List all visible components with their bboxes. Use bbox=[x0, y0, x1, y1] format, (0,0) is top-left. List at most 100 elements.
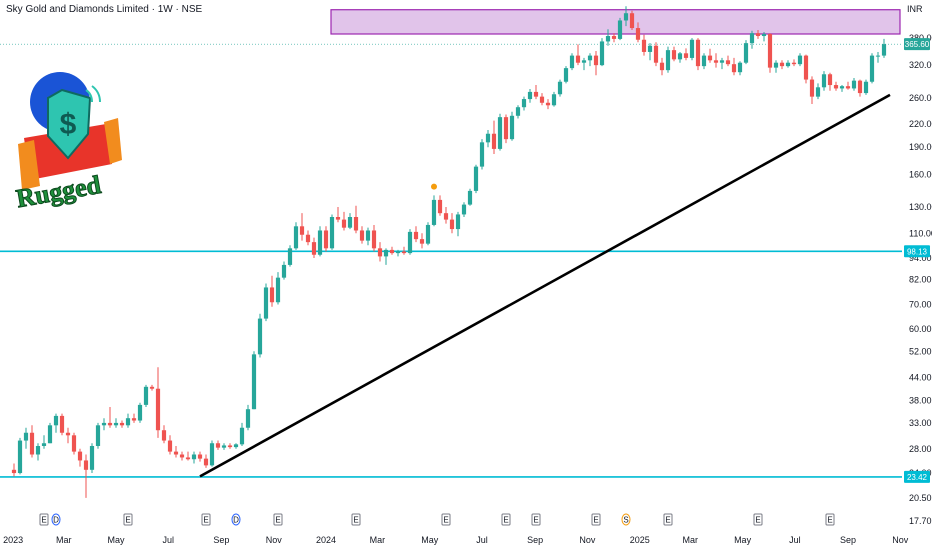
earnings-icon[interactable] bbox=[825, 513, 835, 526]
candle-body bbox=[263, 287, 269, 319]
resistance-zone[interactable] bbox=[330, 9, 901, 35]
candle-body bbox=[113, 422, 119, 426]
candle-body bbox=[767, 33, 773, 68]
candle-body bbox=[71, 435, 77, 452]
y-tick-label: 220.00 bbox=[909, 119, 932, 129]
candle-body bbox=[713, 60, 719, 63]
candle-body bbox=[203, 458, 209, 466]
x-tick-label: Jul bbox=[163, 535, 175, 545]
earnings-icon[interactable] bbox=[531, 513, 541, 526]
candle-body bbox=[791, 62, 797, 65]
candle-body bbox=[815, 87, 821, 97]
x-tick-label: May bbox=[421, 535, 439, 545]
candle-body bbox=[197, 454, 203, 459]
candle-body bbox=[755, 33, 761, 37]
candle-body bbox=[359, 230, 365, 241]
candle-body bbox=[797, 55, 803, 65]
candle-body bbox=[845, 86, 851, 89]
candle-body bbox=[545, 102, 551, 106]
dividend-icon[interactable] bbox=[51, 513, 61, 526]
candle-body bbox=[161, 430, 167, 441]
candle-body bbox=[581, 60, 587, 63]
candle-body bbox=[719, 60, 725, 63]
candle-body bbox=[215, 443, 221, 448]
event-label: E bbox=[827, 516, 832, 525]
x-tick-label: May bbox=[734, 535, 752, 545]
earnings-icon[interactable] bbox=[39, 513, 49, 526]
candle-body bbox=[467, 190, 473, 205]
x-tick-label: 2025 bbox=[630, 535, 650, 545]
split-icon[interactable] bbox=[621, 513, 631, 526]
earnings-icon[interactable] bbox=[501, 513, 511, 526]
candle-body bbox=[17, 440, 23, 474]
candle-body bbox=[695, 39, 701, 67]
dollar-shield-logo: $ Rugged bbox=[14, 72, 122, 214]
dividend-icon[interactable] bbox=[231, 513, 241, 526]
y-tick-label: 52.00 bbox=[909, 346, 932, 356]
candle-body bbox=[305, 234, 311, 243]
candle-body bbox=[425, 224, 431, 244]
y-tick-label: 20.50 bbox=[909, 493, 932, 503]
x-tick-label: Mar bbox=[56, 535, 72, 545]
candle-body bbox=[293, 226, 299, 249]
x-tick-label: May bbox=[107, 535, 125, 545]
candle-body bbox=[629, 13, 635, 29]
y-tick-label: 28.00 bbox=[909, 444, 932, 454]
candle-body bbox=[335, 217, 341, 220]
candle-body bbox=[779, 62, 785, 67]
candle-body bbox=[869, 55, 875, 82]
candle-body bbox=[191, 454, 197, 460]
candle-body bbox=[341, 219, 347, 228]
candle-body bbox=[563, 68, 569, 82]
candle-body bbox=[275, 277, 281, 303]
candle-body bbox=[491, 133, 497, 149]
candle-body bbox=[497, 117, 503, 149]
y-tick-label: 38.00 bbox=[909, 396, 932, 406]
candle-body bbox=[605, 36, 611, 42]
earnings-icon[interactable] bbox=[441, 513, 451, 526]
earnings-icon[interactable] bbox=[663, 513, 673, 526]
earnings-icon[interactable] bbox=[351, 513, 361, 526]
earnings-icon[interactable] bbox=[273, 513, 283, 526]
candle-body bbox=[11, 469, 17, 474]
candle-body bbox=[857, 80, 863, 94]
candle-body bbox=[347, 217, 353, 228]
candle-body bbox=[665, 50, 671, 71]
last-price-badge-text: 365.60 bbox=[905, 40, 930, 49]
candle-body bbox=[209, 443, 215, 466]
candle-body bbox=[515, 107, 521, 116]
candle-body bbox=[707, 55, 713, 61]
earnings-icon[interactable] bbox=[591, 513, 601, 526]
candle-body bbox=[35, 445, 41, 455]
candle-body bbox=[77, 451, 83, 461]
x-tick-label: Nov bbox=[266, 535, 283, 545]
candle-body bbox=[725, 60, 731, 65]
candle-body bbox=[575, 55, 581, 63]
candle-body bbox=[23, 432, 29, 441]
candle-body bbox=[47, 425, 53, 444]
candle-body bbox=[809, 79, 815, 97]
candle-body bbox=[287, 248, 293, 265]
earnings-icon[interactable] bbox=[123, 513, 133, 526]
event-label: E bbox=[443, 516, 448, 525]
candle-body bbox=[539, 96, 545, 103]
price-axis[interactable]: INR 380.00 320.00 260.00 220.00 190.00 160.00 1… bbox=[907, 4, 932, 526]
candle-body bbox=[59, 415, 65, 433]
event-label: E bbox=[41, 516, 46, 525]
candle-body bbox=[839, 86, 845, 89]
candle-body bbox=[659, 62, 665, 71]
candle-body bbox=[551, 94, 557, 106]
time-axis[interactable]: 2023 Mar May Jul Sep Nov 2024 Mar May Jul Sep Nov 20… bbox=[3, 535, 909, 545]
earnings-icon[interactable] bbox=[201, 513, 211, 526]
trendline[interactable] bbox=[199, 93, 891, 478]
earnings-icon[interactable] bbox=[753, 513, 763, 526]
candle-body bbox=[251, 354, 257, 410]
y-tick-label: 82.00 bbox=[909, 275, 932, 285]
x-tick-label: Nov bbox=[892, 535, 909, 545]
candle-body bbox=[503, 117, 509, 140]
x-tick-label: 2023 bbox=[3, 535, 23, 545]
candle-body bbox=[95, 425, 101, 446]
